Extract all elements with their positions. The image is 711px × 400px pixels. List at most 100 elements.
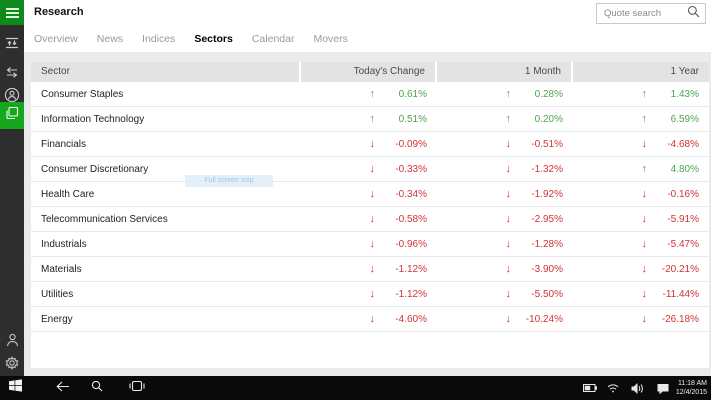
sector-name: Financials: [41, 138, 87, 150]
todays-change-cell: ↑ 0.61%: [369, 88, 428, 100]
change-arrow-icon: ↑: [641, 163, 648, 175]
taskbar-search-button[interactable]: [82, 376, 112, 400]
todays-change-cell: ↑ 0.51%: [369, 113, 428, 125]
table-row[interactable]: Telecommunication Services ↓ -0.58% ↓ -2.9…: [31, 207, 709, 232]
one-month-cell: ↓ -1.28%: [505, 238, 564, 250]
one-year-cell: ↓ -0.16%: [641, 188, 700, 200]
tab-indices[interactable]: Indices: [142, 33, 176, 45]
header: Research Overview News Indices Sectors C…: [24, 0, 711, 52]
sidebar-item-personal[interactable]: [0, 84, 24, 106]
hamburger-menu-button[interactable]: [0, 0, 24, 25]
tab-overview[interactable]: Overview: [34, 33, 78, 45]
task-view-button[interactable]: [122, 376, 152, 400]
table-row[interactable]: Materials ↓ -1.12% ↓ -3.90% ↓ -20.21%: [31, 257, 709, 282]
one-year-cell: ↓ -20.21%: [641, 263, 700, 275]
tab-bar: Overview News Indices Sectors Calendar M…: [34, 33, 348, 45]
table-header-row: Sector Today's Change 1 Month 1 Year: [31, 62, 709, 82]
one-month-cell: ↑ 0.20%: [505, 113, 564, 125]
one-year-cell: ↓ -5.47%: [641, 238, 700, 250]
markets-icon: [5, 36, 19, 50]
sidebar-item-research-selected[interactable]: [0, 102, 24, 129]
column-header-1-month[interactable]: 1 Month: [437, 62, 571, 82]
table-row[interactable]: Consumer Discretionary ↓ -0.33% ↓ -1.32% ↑…: [31, 157, 709, 182]
sector-name: Consumer Discretionary: [41, 163, 149, 175]
todays-change-cell: ↓ -0.09%: [369, 138, 428, 150]
column-header-sector[interactable]: Sector: [31, 62, 299, 82]
person-icon: [6, 333, 19, 347]
network-icon[interactable]: [603, 376, 623, 400]
one-year-cell: ↑ 1.43%: [641, 88, 700, 100]
one-month-cell: ↓ -3.90%: [505, 263, 564, 275]
change-arrow-icon: ↓: [641, 313, 648, 325]
sector-name: Utilities: [41, 288, 74, 300]
task-view-icon: [129, 379, 145, 397]
table-row[interactable]: Information Technology ↑ 0.51% ↑ 0.20% ↑ 6.…: [31, 107, 709, 132]
change-arrow-icon: ↓: [369, 138, 376, 150]
sectors-table: Sector Today's Change 1 Month 1 Year Con…: [31, 62, 709, 368]
change-arrow-icon: ↓: [505, 238, 512, 250]
change-arrow-icon: ↓: [369, 238, 376, 250]
one-year-cell: ↓ -11.44%: [641, 288, 700, 300]
change-arrow-icon: ↓: [505, 288, 512, 300]
table-row[interactable]: Energy ↓ -4.60% ↓ -10.24% ↓ -26.18%: [31, 307, 709, 332]
tab-news[interactable]: News: [96, 33, 124, 45]
quote-search-box: [596, 3, 706, 24]
change-arrow-icon: ↓: [641, 263, 648, 275]
change-arrow-icon: ↓: [369, 263, 376, 275]
action-center-icon[interactable]: [653, 376, 673, 400]
column-header-todays-change[interactable]: Today's Change: [301, 62, 435, 82]
change-arrow-icon: ↓: [369, 163, 376, 175]
one-month-cell: ↓ -2.95%: [505, 213, 564, 225]
change-arrow-icon: ↑: [641, 113, 648, 125]
one-year-cell: ↓ -26.18%: [641, 313, 700, 325]
taskbar: 11:18 AM 12/4/2015: [0, 376, 711, 400]
sidebar-item-settings[interactable]: [0, 352, 24, 374]
volume-icon[interactable]: [627, 376, 647, 400]
back-button[interactable]: [48, 376, 78, 400]
todays-change-cell: ↓ -1.12%: [369, 263, 428, 275]
start-button[interactable]: [0, 376, 30, 400]
one-year-cell: ↓ -5.91%: [641, 213, 700, 225]
sector-name: Industrials: [41, 238, 87, 250]
battery-icon[interactable]: [580, 376, 600, 400]
change-arrow-icon: ↑: [505, 88, 512, 100]
table-row[interactable]: Utilities ↓ -1.12% ↓ -5.50% ↓ -11.44%: [31, 282, 709, 307]
sidebar-item-currencies[interactable]: [0, 61, 24, 83]
one-month-cell: ↑ 0.28%: [505, 88, 564, 100]
change-arrow-icon: ↓: [505, 213, 512, 225]
change-arrow-icon: ↓: [641, 213, 648, 225]
sidebar-item-markets[interactable]: [0, 32, 24, 54]
tab-movers[interactable]: Movers: [313, 33, 348, 45]
tab-calendar[interactable]: Calendar: [251, 33, 295, 45]
tab-sectors[interactable]: Sectors: [194, 33, 233, 45]
snip-tooltip-artifact: Full screen snip: [185, 175, 273, 187]
todays-change-cell: ↓ -4.60%: [369, 313, 428, 325]
clock-time: 11:18 AM: [677, 380, 707, 387]
one-year-cell: ↑ 6.59%: [641, 113, 700, 125]
table-row[interactable]: Consumer Staples ↑ 0.61% ↑ 0.28% ↑ 1.43%: [31, 82, 709, 107]
todays-change-cell: ↓ -0.33%: [369, 163, 428, 175]
sidebar-item-sign-in[interactable]: [0, 329, 24, 351]
change-arrow-icon: ↑: [505, 113, 512, 125]
table-row[interactable]: Industrials ↓ -0.96% ↓ -1.28% ↓ -5.47%: [31, 232, 709, 257]
sector-name: Consumer Staples: [41, 88, 124, 100]
one-month-cell: ↓ -0.51%: [505, 138, 564, 150]
sector-name: Information Technology: [41, 113, 145, 125]
one-year-cell: ↓ -4.68%: [641, 138, 700, 150]
person-circle-icon: [4, 87, 20, 103]
table-row[interactable]: Financials ↓ -0.09% ↓ -0.51% ↓ -4.68%: [31, 132, 709, 157]
pages-icon: [5, 106, 19, 125]
sector-name: Health Care: [41, 188, 95, 200]
swap-arrows-icon: [5, 66, 19, 79]
change-arrow-icon: ↑: [369, 88, 376, 100]
page-title: Research: [34, 6, 84, 18]
column-header-1-year[interactable]: 1 Year: [573, 62, 709, 82]
quote-search-input[interactable]: [597, 8, 681, 19]
table-row[interactable]: Health Care ↓ -0.34% ↓ -1.92% ↓ -0.16%: [31, 182, 709, 207]
taskbar-clock[interactable]: 11:18 AM 12/4/2015: [676, 379, 707, 397]
sector-name: Telecommunication Services: [41, 213, 168, 225]
one-month-cell: ↓ -1.92%: [505, 188, 564, 200]
one-month-cell: ↓ -5.50%: [505, 288, 564, 300]
search-button[interactable]: [681, 4, 705, 23]
